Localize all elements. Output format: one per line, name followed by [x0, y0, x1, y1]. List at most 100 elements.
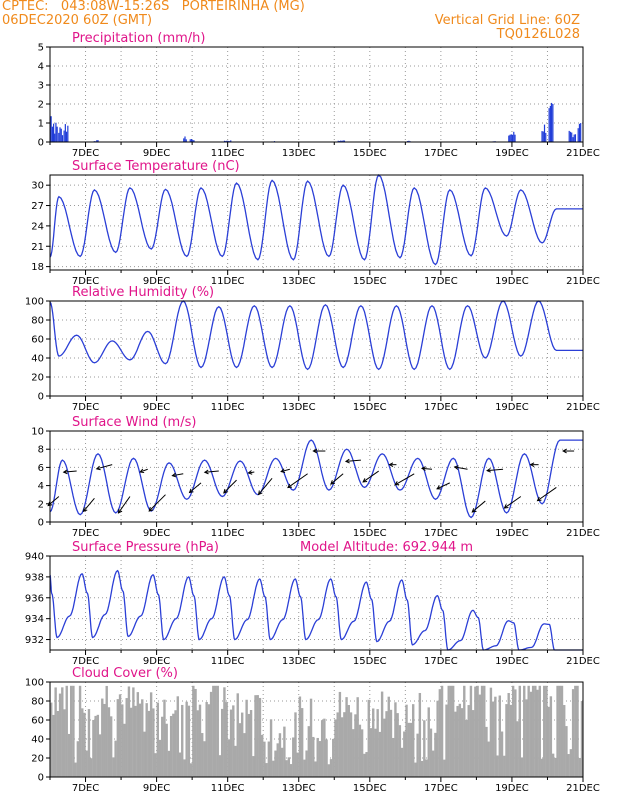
wind-arrow-head: [362, 478, 368, 483]
wind-arrow-head: [436, 485, 442, 490]
precip-bar: [408, 140, 410, 142]
cloud-bar: [221, 708, 224, 777]
cloud-bar: [511, 685, 515, 777]
cloud-bar: [378, 731, 382, 777]
cloud-bar: [154, 753, 157, 777]
cloud-bar: [141, 699, 144, 777]
precip-bar: [223, 140, 226, 142]
y-tick-label: 40: [31, 354, 44, 365]
cloud-bar: [161, 716, 164, 777]
cloud-bar: [287, 757, 291, 777]
wind-arrow-head: [82, 507, 88, 513]
cloud-bar: [414, 762, 417, 777]
y-tick-label: 2: [38, 100, 44, 111]
cloud-bar: [529, 691, 533, 777]
precip-bar: [552, 103, 554, 142]
x-tick-label: 11DEC: [211, 402, 245, 413]
cloud-bar: [125, 698, 128, 777]
cloud-bar: [514, 689, 517, 777]
cloud-bar: [563, 705, 566, 777]
cloud-bar: [232, 705, 235, 777]
humidity-series-line: [49, 300, 583, 371]
cloud-bar: [551, 753, 555, 777]
y-tick-label: 24: [31, 221, 44, 232]
y-tick-label: 20: [31, 373, 44, 384]
x-tick-label: 9DEC: [143, 276, 170, 287]
cloud-bar: [491, 701, 495, 777]
cloud-bar: [387, 696, 390, 777]
y-tick-label: 932: [25, 635, 44, 646]
precip-bar: [63, 130, 65, 142]
cloud-bar: [336, 712, 339, 777]
cloud-bar: [216, 685, 219, 777]
precip-bar: [227, 140, 229, 142]
y-tick-label: 4: [38, 62, 44, 73]
cloud-bar: [554, 757, 557, 777]
y-tick-label: 80: [31, 316, 44, 327]
cloud-bar: [283, 726, 286, 777]
cloud-bar: [325, 739, 328, 777]
cloud-bar: [209, 691, 213, 777]
cloud-bar: [389, 709, 393, 777]
precip-bar: [96, 140, 98, 142]
cloud-bar: [81, 708, 84, 777]
x-tick-label: 9DEC: [143, 783, 170, 794]
wind-arrow: [330, 473, 344, 485]
cloud-bar: [212, 685, 215, 777]
cloud-bar: [323, 718, 326, 777]
cloud-bar: [158, 739, 162, 777]
cloud-bar: [156, 702, 159, 777]
wind-arrow: [436, 482, 450, 490]
cloud-bar: [354, 714, 357, 777]
cloud-bar: [87, 709, 91, 777]
cloud-bar: [431, 750, 435, 777]
precip-bar: [577, 128, 579, 142]
precip-bar: [61, 135, 64, 142]
cloud-bar: [398, 725, 402, 777]
precip-bar: [51, 126, 53, 142]
x-tick-label: 13DEC: [282, 528, 316, 539]
cloud-bar: [500, 731, 504, 777]
precip-bar: [545, 132, 547, 142]
wind-arrow-head: [188, 488, 194, 494]
precip-bar: [67, 125, 69, 142]
cloud-bar: [467, 705, 470, 777]
cloud-bar: [574, 685, 577, 777]
precip-bar: [514, 134, 516, 142]
wind-arrow-head: [330, 480, 335, 485]
precip-bar: [337, 140, 339, 142]
y-tick-label: 938: [25, 572, 44, 583]
x-tick-label: 11DEC: [211, 656, 245, 667]
precip-bar: [54, 133, 56, 142]
cloud-bar: [203, 741, 206, 777]
cloud-bar: [418, 692, 422, 777]
wind-arrow: [394, 473, 415, 486]
cloud-bar: [318, 741, 322, 777]
cloud-bar: [320, 720, 324, 777]
cloud-bar: [460, 708, 464, 777]
cloud-bar: [218, 755, 222, 777]
x-tick-label: 15DEC: [353, 528, 387, 539]
precipitation-title: Precipitation (mm/h): [72, 31, 205, 46]
cloud-bar: [545, 685, 548, 777]
precip-bar: [572, 137, 574, 142]
precip-bar: [64, 124, 66, 142]
wind-arrow: [204, 470, 219, 473]
cloud-bar: [471, 710, 475, 777]
x-tick-label: 13DEC: [282, 402, 316, 413]
cloud-bar: [367, 699, 370, 777]
cloud-bar: [280, 747, 284, 777]
wind-arrow-head: [247, 470, 253, 475]
cloud-bar: [372, 708, 375, 777]
wind-arrow: [281, 468, 290, 473]
cloud-bar: [69, 685, 73, 777]
cloud-bar: [449, 685, 453, 777]
wind-frame: [49, 430, 584, 523]
y-tick-label: 100: [25, 297, 44, 308]
cloud-bar: [494, 696, 497, 777]
cloud-bar: [165, 723, 168, 777]
precip-bar: [52, 127, 55, 142]
cloud-bar: [556, 685, 559, 777]
cloud-bar: [132, 687, 135, 777]
